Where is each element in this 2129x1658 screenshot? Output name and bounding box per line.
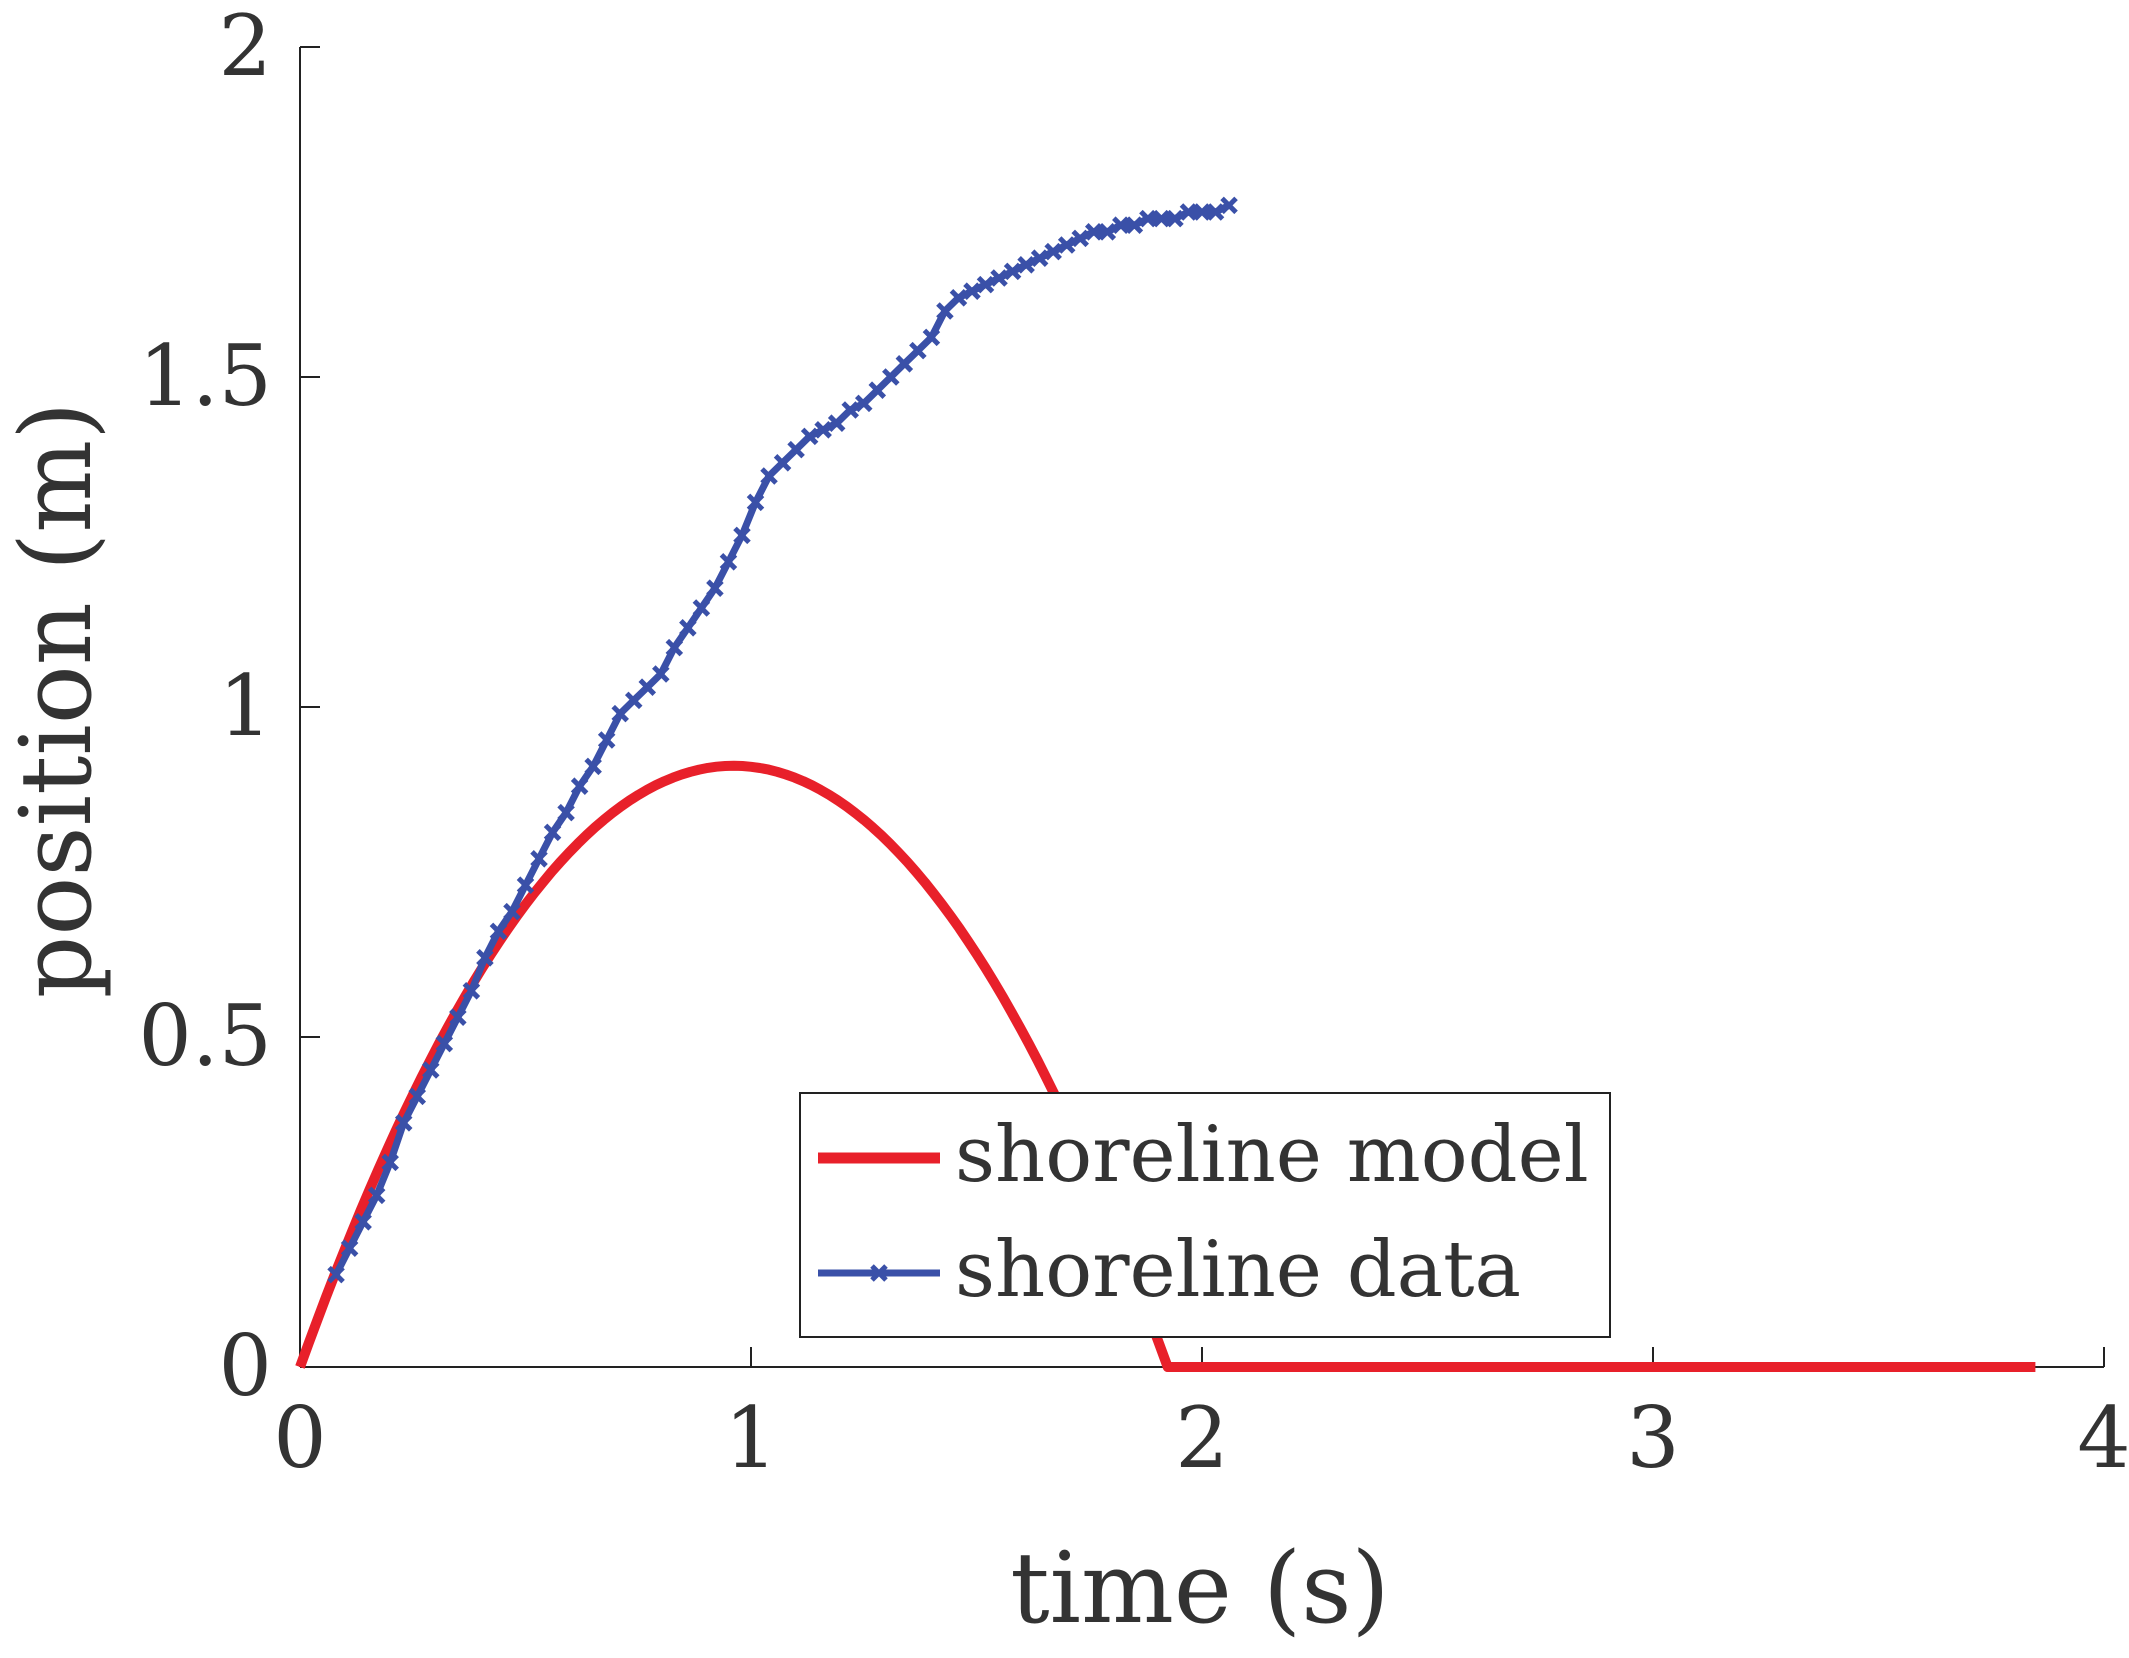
data-point-marker bbox=[1125, 216, 1144, 234]
data-point-marker bbox=[990, 269, 1008, 287]
data-point-marker bbox=[1084, 223, 1103, 241]
legend-label-data: shoreline data bbox=[955, 1225, 1521, 1315]
data-point-marker bbox=[543, 823, 562, 842]
data-point-marker bbox=[922, 328, 941, 347]
data-point-marker bbox=[1044, 242, 1062, 261]
data-point-marker bbox=[854, 394, 873, 413]
x-tick-label: 2 bbox=[1175, 1389, 1228, 1487]
data-point-marker bbox=[733, 526, 751, 545]
data-point-marker bbox=[611, 704, 629, 723]
data-point-marker bbox=[949, 289, 968, 307]
data-point-marker bbox=[530, 850, 548, 868]
data-point-marker bbox=[557, 803, 575, 822]
x-tick-label: 1 bbox=[724, 1389, 777, 1487]
data-point-marker bbox=[936, 302, 954, 320]
data-point-marker bbox=[327, 1265, 345, 1284]
data-point-marker bbox=[1057, 236, 1076, 254]
data-point-marker bbox=[584, 757, 602, 776]
data-point-marker bbox=[638, 678, 657, 696]
data-point-marker bbox=[435, 1034, 454, 1053]
data-point-marker bbox=[800, 427, 819, 446]
y-tick-label: 1.5 bbox=[138, 327, 272, 425]
data-point-marker bbox=[963, 282, 981, 300]
data-point-marker bbox=[422, 1061, 440, 1079]
data-point-marker bbox=[597, 731, 616, 749]
data-point-marker bbox=[1193, 203, 1211, 221]
data-point-marker bbox=[841, 401, 859, 419]
data-point-marker bbox=[570, 777, 589, 795]
data-point-marker bbox=[354, 1213, 372, 1231]
legend-box bbox=[799, 1092, 1611, 1338]
plot-area bbox=[295, 196, 2036, 1372]
data-point-marker bbox=[719, 553, 738, 571]
data-point-marker bbox=[909, 341, 927, 360]
data-point-marker bbox=[679, 619, 697, 637]
data-point-marker bbox=[367, 1186, 386, 1205]
data-point-marker bbox=[1098, 223, 1117, 241]
data-point-marker bbox=[1179, 203, 1198, 221]
data-point-marker bbox=[882, 368, 900, 386]
data-point-marker bbox=[746, 493, 765, 512]
data-point-marker bbox=[1112, 216, 1130, 234]
data-point-marker bbox=[1139, 209, 1157, 228]
data-point-marker bbox=[976, 275, 995, 294]
data-point-marker bbox=[476, 949, 494, 967]
legend-swatch-data-marker bbox=[870, 1264, 888, 1282]
data-point-marker bbox=[773, 454, 792, 472]
data-point-marker bbox=[692, 599, 711, 617]
x-tick-label: 3 bbox=[1626, 1389, 1679, 1487]
data-point-marker bbox=[1220, 196, 1238, 215]
data-point-marker bbox=[394, 1114, 413, 1132]
x-tick-label: 0 bbox=[273, 1389, 326, 1487]
data-point-marker bbox=[1206, 203, 1225, 221]
data-point-marker bbox=[489, 922, 508, 941]
data-point-marker bbox=[814, 421, 832, 439]
data-point-marker bbox=[381, 1153, 399, 1172]
data-point-marker bbox=[1152, 209, 1171, 228]
y-tick-label: 2 bbox=[219, 0, 272, 95]
data-point-marker bbox=[895, 355, 914, 373]
data-point-marker bbox=[706, 579, 724, 597]
tick-labels: 0 1 2 3 4 0 0.5 1 1.5 2 bbox=[138, 0, 2129, 1487]
data-point-marker bbox=[868, 381, 887, 399]
data-point-marker bbox=[1071, 229, 1089, 248]
data-point-marker bbox=[449, 1008, 467, 1026]
data-point-marker bbox=[1166, 209, 1184, 228]
data-point-marker bbox=[503, 902, 521, 921]
x-axis-title: time (s) bbox=[1010, 1532, 1390, 1646]
data-point-marker bbox=[1017, 256, 1035, 274]
y-tick-label: 0 bbox=[219, 1317, 272, 1415]
y-tick-label: 1 bbox=[219, 657, 272, 755]
data-point-marker bbox=[340, 1239, 359, 1257]
y-axis-title: position (m) bbox=[0, 402, 114, 999]
y-tick-label: 0.5 bbox=[138, 987, 272, 1085]
data-point-marker bbox=[408, 1087, 427, 1106]
data-point-marker bbox=[624, 691, 643, 710]
data-point-marker bbox=[760, 467, 778, 485]
legend-swatch-data bbox=[818, 1264, 940, 1282]
data-point-marker bbox=[665, 638, 684, 657]
data-point-marker bbox=[827, 414, 846, 432]
data-point-marker bbox=[652, 665, 670, 683]
legend-label-model: shoreline model bbox=[955, 1110, 1589, 1200]
data-point-marker bbox=[787, 440, 805, 459]
series-line-model bbox=[295, 760, 2036, 1372]
data-point-marker bbox=[462, 982, 481, 1000]
x-tick-label: 4 bbox=[2077, 1389, 2129, 1487]
legend: shoreline model shoreline data bbox=[799, 1092, 1611, 1338]
data-point-marker bbox=[1030, 249, 1049, 267]
data-point-marker bbox=[516, 876, 535, 894]
data-point-marker bbox=[1003, 262, 1022, 281]
